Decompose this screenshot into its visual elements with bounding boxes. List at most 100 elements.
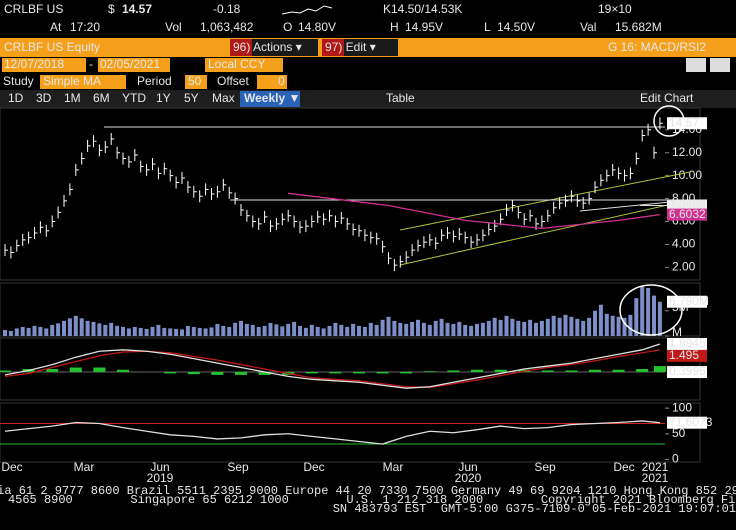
price-bar [39,221,44,234]
back-icon[interactable] [686,58,706,72]
volume-bar [640,286,645,336]
histogram-bar [0,370,11,372]
price-bar [376,232,380,245]
volume-bar [575,318,580,336]
histogram-bar [329,371,342,374]
volume-bar [268,322,273,336]
price-bar [264,210,268,223]
volume-bar [374,324,379,336]
range-button[interactable]: 3D [36,91,52,105]
histogram-bar [565,370,578,372]
price-bar [122,152,126,165]
input-box[interactable] [185,75,207,89]
volume-bar [150,326,155,336]
histogram-bar [423,371,436,372]
price-bar [541,215,545,228]
price-bar [275,217,280,230]
volume-bar [646,288,651,336]
range-button[interactable]: 1D [8,91,24,105]
price-bar [624,169,628,182]
label: CRLBF US [4,2,63,16]
volume-bar [475,323,479,336]
volume-bar [362,326,367,336]
volume-bar [551,315,556,336]
x-tick-label: Jun [150,460,169,474]
range-button[interactable]: 1M [64,91,81,105]
volume-bar [132,326,137,336]
range-button[interactable]: Max [212,91,235,105]
input-box[interactable] [40,75,126,89]
volume-bar [469,325,474,336]
volume-bar [138,327,143,336]
histogram-bar [589,369,601,372]
range-button[interactable]: 5Y [184,91,199,105]
sparkline [281,5,333,15]
volume-bar [309,324,314,336]
volume-bar [516,320,521,336]
value-box [667,366,707,379]
volume-bar [79,318,84,336]
histogram-bar [305,371,318,374]
price-bar [87,139,91,152]
price-bar [199,190,203,203]
volume-bar [256,326,261,336]
volume-bar [20,326,25,336]
histogram-bar [46,369,59,372]
x-tick-label: Mar [383,460,404,474]
label[interactable]: Edit Chart [640,91,694,105]
input-box[interactable] [205,58,283,72]
price-bar [435,237,439,250]
price-bar [423,236,427,249]
price-bar [547,209,551,222]
volume-bar [593,310,597,336]
volume-bar [486,320,491,336]
label: 14.50V [497,20,535,34]
value-label: 7.3988 [669,198,706,212]
volume-bar [421,322,426,336]
value-box [667,117,707,130]
x-year-label: 2019 [147,471,174,485]
label: L [484,20,491,34]
volume-bar [191,326,196,336]
input-box[interactable] [98,58,170,72]
volume-bar [156,324,161,336]
y-tick-label: 50 [672,426,686,440]
x-tick-label: Dec [303,460,324,474]
histogram-bar [376,371,389,374]
volume-bar [652,295,656,336]
label[interactable]: Table [386,91,415,105]
input-box[interactable] [257,75,287,89]
volume-bar [103,324,108,336]
frequency-select[interactable] [240,91,300,107]
volume-bar [398,322,403,336]
price-bar [364,229,368,242]
range-button[interactable]: 1Y [156,91,171,105]
range-band [0,90,736,108]
histogram-bar [235,371,247,375]
range-button[interactable]: 6M [93,91,110,105]
y-tick-label: 12.00 [672,145,702,159]
price-bar [570,190,575,203]
price-bar [405,251,410,264]
y-tick-label: 10.00 [672,168,702,182]
price-bar [240,204,244,217]
price-bar [529,209,534,222]
price-bar [181,171,185,184]
volume-bar [616,316,621,336]
volume-bar [315,326,320,336]
label: Study [3,74,34,88]
histogram-bar [400,371,413,374]
volume-bar [598,304,603,336]
price-bar [517,206,522,219]
price-bar [329,209,333,222]
volume-bar [197,327,202,336]
label: 50 [188,74,202,88]
range-button[interactable]: YTD [122,91,146,105]
price-bar [63,194,67,207]
trend-line [399,171,691,231]
moving-average [288,192,660,230]
value-box [667,337,707,350]
volume-bar [628,314,633,336]
forward-icon[interactable] [710,58,730,72]
input-box[interactable] [2,58,86,72]
